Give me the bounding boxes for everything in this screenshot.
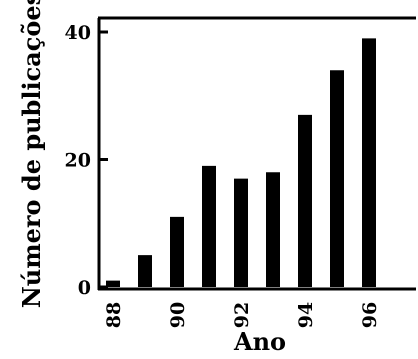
x-tick-label-94: 94 [295, 302, 317, 328]
x-tick-label-96: 96 [359, 302, 381, 328]
bar-93 [266, 172, 280, 287]
plot-frame [97, 16, 416, 291]
x-axis-ticks: 88 90 92 94 96 [103, 302, 381, 328]
y-tick-label-40: 40 [65, 22, 91, 44]
y-axis-label: Número de publicações [17, 0, 46, 308]
bar-92 [234, 178, 248, 287]
x-axis-label: Ano [233, 327, 286, 356]
y-tick-label-20: 20 [65, 150, 91, 172]
bar-89 [138, 255, 152, 287]
bar-88 [106, 280, 120, 287]
bar-90 [170, 216, 184, 287]
x-tick-label-90: 90 [167, 302, 189, 328]
y-tick-label-0: 0 [78, 277, 91, 299]
bar-96 [362, 38, 376, 287]
bar-series [106, 38, 376, 287]
y-axis-ticks: 0 20 40 [65, 22, 108, 299]
x-tick-label-92: 92 [231, 302, 253, 328]
bar-91 [202, 165, 216, 287]
x-tick-label-88: 88 [103, 302, 125, 328]
bar-95 [330, 70, 344, 287]
bar-94 [298, 114, 312, 287]
